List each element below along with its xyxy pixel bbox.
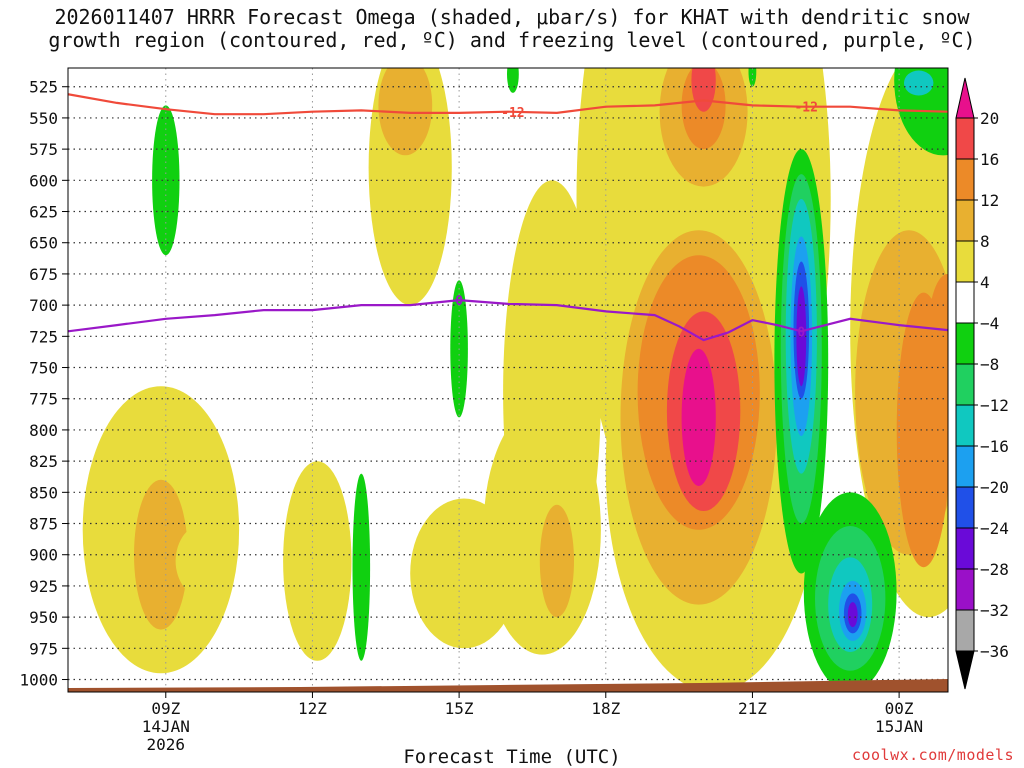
colorbar-label: 20 xyxy=(980,109,999,128)
colorbar-band xyxy=(955,404,975,447)
y-tick-label: 950 xyxy=(29,608,58,627)
colorbar-band xyxy=(955,117,975,160)
colorbar-band xyxy=(955,281,975,324)
gridlines xyxy=(68,68,948,692)
dendritic-contour-line xyxy=(68,93,948,116)
freezing-contour-label: 0 xyxy=(455,294,463,309)
colorbar-label: −20 xyxy=(980,478,1009,497)
dendritic-contour-label: -12 xyxy=(501,106,524,121)
y-tick-label: 600 xyxy=(29,171,58,190)
temperature-contours: -12 -12 0 0 xyxy=(68,93,948,342)
y-tick-label: 825 xyxy=(29,452,58,471)
y-tick-label: 625 xyxy=(29,203,58,222)
colorbar-label: −28 xyxy=(980,560,1009,579)
y-tick-label: 925 xyxy=(29,577,58,596)
omega-shade-region xyxy=(681,348,716,486)
chart-title: 2026011407 HRRR Forecast Omega (shaded, … xyxy=(0,6,1024,52)
y-tick-label: 675 xyxy=(29,265,58,284)
omega-colorbar: 20 16 12 8 4 −4 −8 −12 −16 −20 −24 −28 −32 −36 xyxy=(955,77,1009,690)
x-tick-label: 18Z xyxy=(591,699,620,718)
y-tick-label: 725 xyxy=(29,327,58,346)
title-line-1: 2026011407 HRRR Forecast Omega (shaded, … xyxy=(54,5,970,29)
y-tick-label: 800 xyxy=(29,421,58,440)
colorbar-band xyxy=(955,609,975,652)
colorbar-label: 12 xyxy=(980,191,999,210)
colorbar-label: −36 xyxy=(980,642,1009,661)
y-tick-label: 1000 xyxy=(19,671,58,690)
colorbar-label: 16 xyxy=(980,150,999,169)
y-tick-label: 525 xyxy=(29,78,58,97)
y-tick-label: 875 xyxy=(29,515,58,534)
colorbar-label: 4 xyxy=(980,273,990,292)
y-tick-label: 650 xyxy=(29,234,58,253)
colorbar-band xyxy=(955,199,975,242)
y-tick-label: 775 xyxy=(29,390,58,409)
dendritic-contour-label: -12 xyxy=(794,101,817,116)
omega-shade-region xyxy=(507,68,519,93)
x-tick-label: 12Z xyxy=(298,699,327,718)
omega-shade-region xyxy=(283,461,352,661)
x-tick-label: 00Z xyxy=(885,699,914,718)
x-tick-label: 15Z xyxy=(445,699,474,718)
colorbar-max-arrow xyxy=(955,77,975,119)
plot-frame xyxy=(67,67,949,693)
ground-surface xyxy=(68,679,948,692)
y-tick-label: 575 xyxy=(29,140,58,159)
omega-shade-region xyxy=(847,602,858,628)
freezing-contour-label: 0 xyxy=(797,325,805,340)
omega-shade-region xyxy=(352,473,371,661)
y-tick-label: 550 xyxy=(29,109,58,128)
colorbar-band xyxy=(955,240,975,283)
pressure-axis: 525 550 575 600 625 650 675 700 725 750 775 800 825 8… xyxy=(19,78,68,690)
omega-shading xyxy=(82,68,948,692)
colorbar-band xyxy=(955,527,975,570)
colorbar-band xyxy=(955,445,975,488)
colorbar-min-arrow xyxy=(955,650,975,690)
x-tick-year: 2026 xyxy=(147,735,186,754)
y-tick-label: 750 xyxy=(29,359,58,378)
colorbar-band xyxy=(955,158,975,201)
omega-shade-region xyxy=(378,68,433,156)
colorbar-band xyxy=(955,568,975,611)
omega-shade-region xyxy=(152,105,180,256)
y-tick-label: 975 xyxy=(29,639,58,658)
x-tick-label: 09Z xyxy=(151,699,180,718)
omega-shade-region xyxy=(539,504,575,618)
y-tick-label: 900 xyxy=(29,546,58,565)
omega-shade-region xyxy=(483,405,601,655)
colorbar-label: −8 xyxy=(980,355,999,374)
omega-shade-region xyxy=(748,68,757,87)
freezing-contour-line xyxy=(68,298,948,342)
y-tick-label: 850 xyxy=(29,483,58,502)
x-tick-label: 21Z xyxy=(738,699,767,718)
x-tick-date: 15JAN xyxy=(875,717,923,736)
colorbar-band xyxy=(955,486,975,529)
colorbar-label: 8 xyxy=(980,232,990,251)
omega-shade-region xyxy=(796,286,807,387)
colorbar-label: −12 xyxy=(980,396,1009,415)
x-tick-date: 14JAN xyxy=(142,717,190,736)
colorbar-label: −32 xyxy=(980,601,1009,620)
colorbar-label: −16 xyxy=(980,437,1009,456)
omega-shade-region xyxy=(134,479,188,630)
colorbar-label: −24 xyxy=(980,519,1009,538)
y-tick-label: 700 xyxy=(29,296,58,315)
x-axis-title: Forecast Time (UTC) xyxy=(403,746,621,768)
omega-shade-region xyxy=(904,70,934,96)
colorbar-label: −4 xyxy=(980,314,999,333)
colorbar-band xyxy=(955,363,975,406)
omega-shade-region xyxy=(175,523,235,599)
colorbar-band xyxy=(955,322,975,365)
credit-link[interactable]: coolwx.com/models xyxy=(851,746,1014,764)
title-line-2: growth region (contoured, red, ºC) and f… xyxy=(48,28,976,52)
